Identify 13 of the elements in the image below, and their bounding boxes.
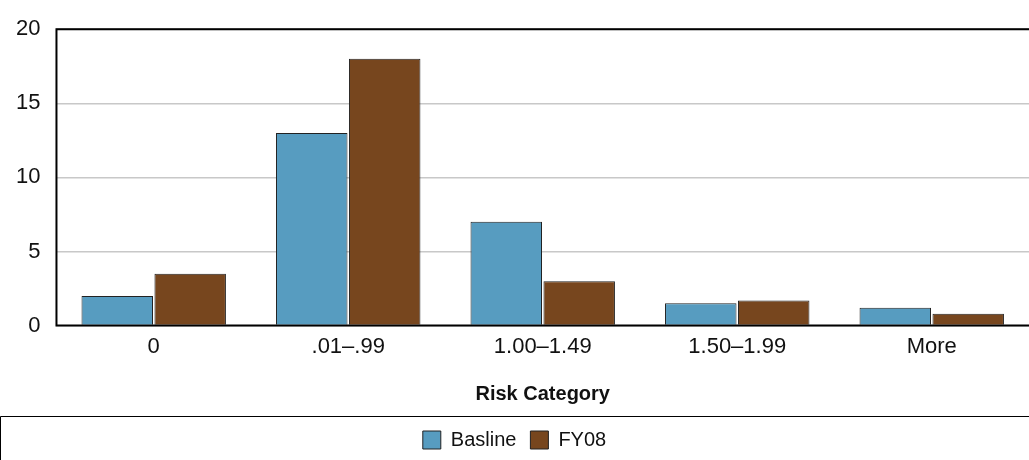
x-tick-label: 0 [147,332,160,358]
y-tick-label: 5 [28,237,41,263]
y-tick-label: 0 [28,311,41,337]
x-tick-label: 1.00–1.49 [493,332,592,358]
x-tick-label: .01–.99 [311,332,385,358]
x-tick-label: 1.50–1.99 [688,332,787,358]
y-tick-label: 10 [15,163,41,189]
y-tick-label: 15 [15,89,41,115]
legend-label: FY08 [558,427,607,450]
x-axis-title: Risk Category [475,381,611,404]
x-tick-label: More [906,332,957,358]
legend-label: Basline [450,427,517,450]
y-tick-label: 20 [15,15,41,41]
